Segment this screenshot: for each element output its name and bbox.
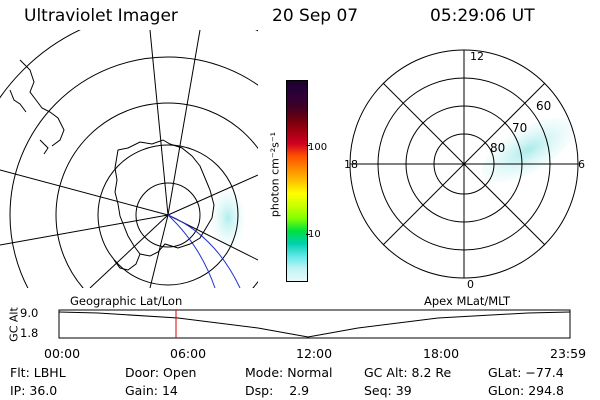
color-tick-100: 100 [308, 142, 328, 153]
meridian-map [89, 214, 169, 288]
tick-mark [306, 234, 310, 235]
time-tick-1800: 18:00 [423, 346, 460, 361]
info-dsp: Dsp: 2.9 [245, 383, 310, 398]
time-label: 05:29:06 UT [430, 6, 535, 26]
color-scale-bar [286, 80, 308, 282]
meridian-map [167, 30, 201, 216]
time-tick-0000: 00:00 [44, 346, 81, 361]
mlt-label-0: 0 [467, 278, 474, 290]
info-glat: GLat: −77.4 [488, 365, 564, 380]
info-seq: Seq: 39 [364, 383, 412, 398]
time-tick-2359: 23:59 [550, 346, 587, 361]
color-tick-10: 10 [308, 229, 321, 240]
lat-circle-map [0, 30, 258, 99]
instrument-title: Ultraviolet Imager [24, 6, 178, 26]
mlt-label-18: 18 [344, 158, 358, 171]
aurora-glow-map [210, 186, 246, 250]
terminator-arc [167, 214, 216, 288]
date-label: 20 Sep 07 [272, 6, 359, 26]
geo-latlon-label: Geographic Lat/Lon [70, 294, 183, 308]
terminator-arc [167, 214, 241, 288]
gc-alt-tick-1_8: 1.8 [20, 326, 39, 340]
gc-alt-tick-9: 9.0 [20, 306, 39, 320]
mlat-label-60: 60 [536, 99, 551, 113]
geographic-map [0, 30, 258, 288]
island-coast [39, 139, 49, 155]
meridian-map [149, 30, 169, 216]
info-door: Door: Open [125, 365, 197, 380]
info-glon: GLon: 294.8 [488, 383, 564, 398]
color-unit-label: photon cm⁻²s⁻¹ [268, 131, 282, 218]
info-mode: Mode: Normal [245, 365, 333, 380]
south-america-coast [19, 59, 65, 147]
info-gain: Gain: 14 [125, 383, 178, 398]
meridian-map [0, 169, 169, 216]
mlat-label-70: 70 [512, 121, 527, 135]
lat-circle-map [135, 182, 201, 248]
lat-circle-map [55, 102, 258, 288]
orbit-timeline [58, 309, 571, 339]
apex-mlat-label: Apex MLat/MLT [424, 294, 511, 308]
meridian-map [167, 174, 258, 216]
peninsula-coast [113, 253, 141, 271]
timeline-frame [58, 309, 571, 339]
mlat-label-80: 80 [490, 141, 505, 155]
mlt-line-diag [382, 82, 546, 246]
lat-circle-map [9, 56, 258, 288]
info-flt: Flt: LBHL [10, 365, 66, 380]
altitude-curve [58, 311, 571, 338]
mlt-label-6: 6 [578, 158, 585, 171]
time-tick-0600: 06:00 [170, 346, 207, 361]
gc-alt-axis-label: GC Alt [7, 307, 21, 342]
info-ip: IP: 36.0 [10, 383, 58, 398]
aurora-oval-polar [481, 117, 575, 183]
mlt-label-12: 12 [470, 50, 484, 63]
info-gc-alt: GC Alt: 8.2 Re [364, 365, 452, 380]
time-tick-1200: 12:00 [296, 346, 333, 361]
tick-mark [306, 145, 310, 146]
antarctica-coast [114, 139, 215, 257]
polar-plot: 12 18 6 0 60 70 80 [344, 49, 585, 290]
island-coast [9, 89, 27, 113]
lat-circle-map [97, 144, 239, 286]
meridian-map [0, 214, 169, 246]
